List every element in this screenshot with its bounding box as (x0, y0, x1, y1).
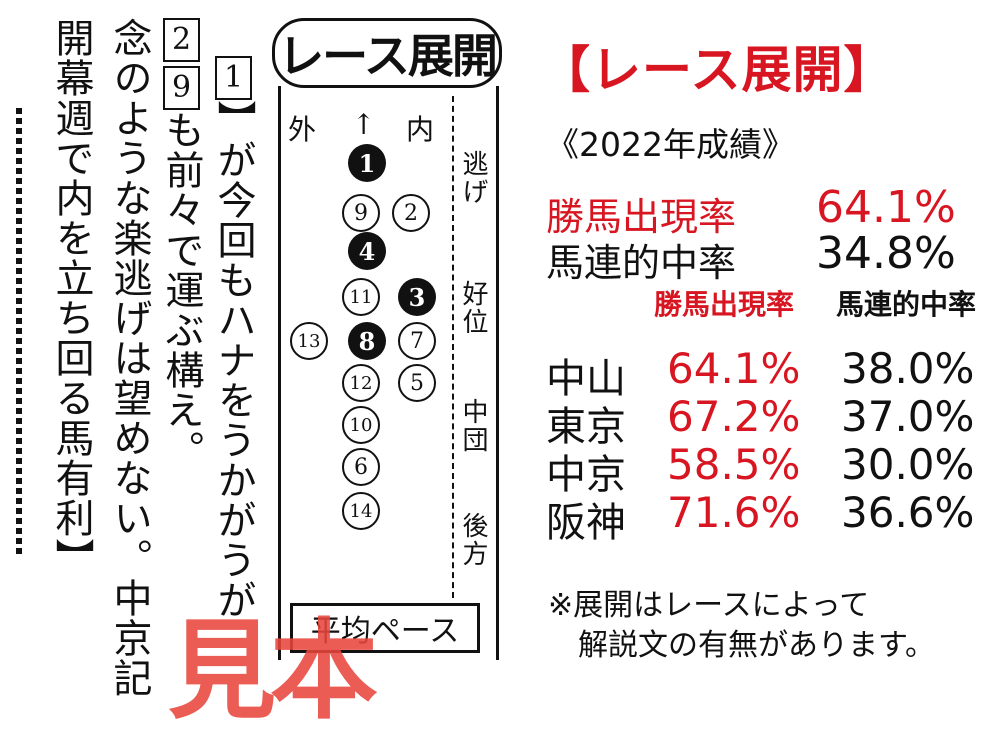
track-win-rate: 71.6% (667, 488, 801, 537)
track-name: 東京 (546, 404, 626, 450)
track-name: 中京 (546, 452, 626, 498)
position-divider (452, 96, 454, 598)
track-win-rate: 67.2% (667, 392, 801, 441)
quinella-value: 34.8% (816, 228, 956, 279)
track-quinella-rate: 36.6% (841, 488, 975, 537)
win-rate-label: 勝馬出現率 (546, 195, 737, 239)
note-line-1: ※展開はレースによって (548, 588, 870, 623)
track-name: 阪神 (546, 500, 626, 546)
column-header-quinella: 馬連的中率 (836, 288, 977, 321)
position-label-rear: 後方 (458, 512, 488, 568)
race-development-logo: レース展開 (272, 18, 502, 88)
track-name: 中山 (546, 356, 626, 402)
track-win-rate: 64.1% (667, 344, 801, 393)
pace-label: 平均ペース (290, 603, 480, 653)
horse-marker-1: 1 (348, 144, 386, 182)
article-text: 】が今回もハナをうかがうが (211, 100, 256, 620)
horse-marker-7: 7 (398, 322, 436, 360)
position-label-stalk: 好位 (458, 280, 488, 336)
note-line-2: 解説文の有無があります。 (578, 628, 935, 663)
column-header-win: 勝馬出現率 (654, 288, 795, 321)
quinella-label: 馬連的中率 (546, 241, 737, 285)
article-text: 開幕週で内を立ち回る馬有利】 (49, 18, 94, 578)
sample-watermark: 見本 (168, 609, 378, 734)
horse-marker-5: 5 (398, 364, 436, 402)
horse-marker-2: 2 (392, 194, 430, 232)
position-label-mid: 中団 (458, 398, 488, 454)
box-border-right (496, 86, 499, 660)
position-label-lead: 逃げ (458, 150, 488, 206)
track-quinella-rate: 30.0% (841, 440, 975, 489)
article-column-2b: 29も前々で運ぶ構え。 (159, 18, 204, 470)
track-quinella-rate: 38.0% (841, 344, 975, 393)
horse-marker-10: 10 (342, 406, 380, 444)
arrow-up-icon: ↑ (352, 108, 376, 141)
horse-marker-11: 11 (342, 278, 380, 316)
article-text: 念のような楽逃げは望めない。中京記 (107, 18, 152, 698)
horse-number-box: 9 (162, 66, 200, 110)
horse-marker-4: 4 (348, 232, 386, 270)
box-border-left (278, 86, 281, 660)
horse-marker-8: 8 (348, 322, 386, 360)
article-column-2: 念のような楽逃げは望めない。中京記 (107, 18, 152, 698)
column-divider (16, 108, 22, 558)
horse-number-box: 2 (162, 18, 200, 62)
article-text: も前々で運ぶ構え。 (159, 110, 204, 470)
horse-marker-9: 9 (342, 194, 380, 232)
inner-label: 内 (406, 113, 435, 146)
outer-label: 外 (288, 113, 317, 146)
stats-title: 【レース展開】 (540, 41, 895, 99)
horse-number-box: 1 (214, 56, 252, 100)
horse-marker-6: 6 (342, 448, 380, 486)
season-label: 《2022年成績》 (546, 125, 795, 164)
horse-marker-14: 14 (342, 492, 380, 530)
track-win-rate: 58.5% (667, 440, 801, 489)
horse-marker-12: 12 (342, 364, 380, 402)
article-column-1: 1】が今回もハナをうかがうが (211, 18, 256, 620)
horse-marker-13: 13 (290, 322, 328, 360)
win-rate-value: 64.1% (816, 182, 956, 233)
article-column-3: 開幕週で内を立ち回る馬有利】 (49, 18, 94, 578)
horse-marker-3: 3 (398, 278, 436, 316)
track-quinella-rate: 37.0% (841, 392, 975, 441)
